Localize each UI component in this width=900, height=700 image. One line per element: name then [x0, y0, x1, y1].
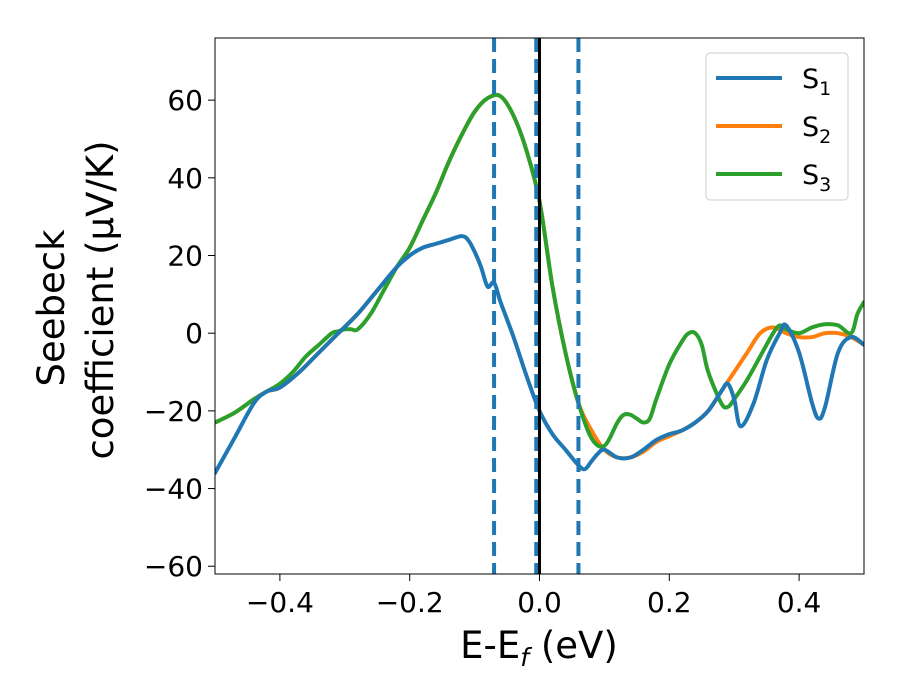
- x-tick-label: 0.4: [777, 586, 822, 619]
- y-axis-label-line1: Seebeck: [30, 229, 73, 387]
- reference-lines: [492, 38, 581, 574]
- x-axis-label: E-Ef (eV): [460, 624, 618, 672]
- x-tick-label: 0.2: [647, 586, 692, 619]
- x-axis-ticks: −0.4 −0.2 0.0 0.2 0.4: [246, 574, 821, 619]
- legend-label-s2: S2: [802, 112, 831, 148]
- y-tick-label: −60: [144, 550, 203, 583]
- y-tick-label: 0: [185, 317, 203, 350]
- legend: S1 S2 S3: [705, 52, 849, 201]
- x-tick-label: 0.0: [517, 586, 562, 619]
- y-tick-label: −20: [144, 395, 203, 428]
- y-tick-label: 20: [167, 240, 203, 273]
- x-axis-label-unit: (eV): [529, 624, 618, 667]
- y-tick-label: −40: [144, 473, 203, 506]
- legend-label-s3: S3: [802, 160, 831, 196]
- y-axis-ticks: −60 −40 −20 0 20 40 60: [144, 84, 215, 583]
- x-tick-label: −0.2: [376, 586, 444, 619]
- x-tick-label: −0.4: [246, 586, 314, 619]
- y-axis-label-line2: coefficient (μV/K): [79, 140, 122, 459]
- y-tick-label: 60: [167, 84, 203, 117]
- legend-label-s1: S1: [802, 64, 831, 100]
- y-tick-label: 40: [167, 162, 203, 195]
- x-axis-label-main: E-E: [460, 624, 520, 667]
